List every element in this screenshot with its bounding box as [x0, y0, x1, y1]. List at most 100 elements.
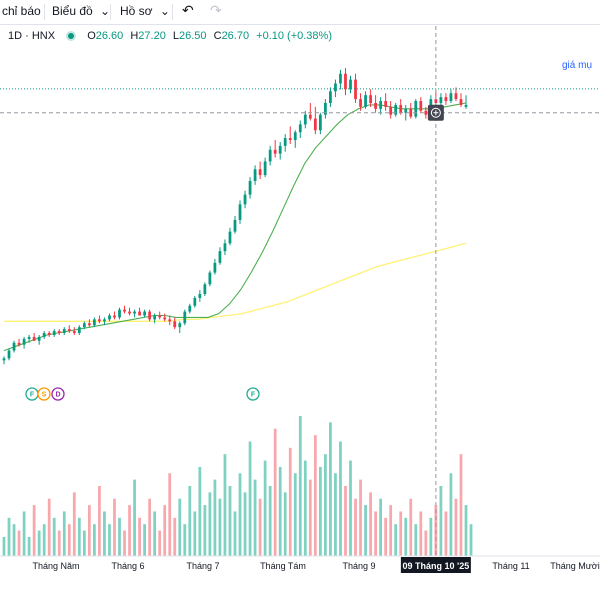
volume-bar — [72, 492, 76, 556]
top-toolbar: chỉ báo Biểu đồ ⌄ Hồ sơ ⌄ ↶ ↷ — [0, 0, 600, 25]
candle-body — [228, 231, 232, 244]
volume-bar — [379, 498, 383, 556]
chart-menu-button[interactable]: Biểu đồ ⌄ — [52, 4, 110, 18]
volume-bar — [318, 466, 322, 556]
volume-bar — [313, 435, 317, 556]
candle-body — [208, 272, 212, 285]
volume-bar — [399, 511, 403, 556]
event-letter: D — [55, 392, 60, 399]
event-marker: S — [37, 387, 51, 401]
candle-body — [349, 79, 352, 90]
candle-body — [389, 106, 393, 115]
candle-body — [52, 331, 56, 335]
volume-bar — [469, 524, 473, 556]
x-tick-label: Tháng 11 — [492, 561, 529, 571]
volume-bar — [374, 511, 377, 556]
symbol-interval[interactable]: 1D · HNX — [8, 30, 56, 42]
candle-body — [198, 294, 202, 298]
volume-bar — [409, 498, 413, 556]
toolbar-divider — [110, 4, 111, 20]
volume-bar — [228, 486, 232, 556]
candle-body — [324, 102, 327, 115]
candle-body — [153, 315, 157, 320]
volume-bar — [168, 473, 172, 556]
candle-body — [339, 73, 342, 84]
candle-body — [178, 323, 182, 328]
x-tick-label: Tháng Năm — [32, 561, 79, 571]
event-marker: F — [25, 387, 39, 401]
volume-bar — [339, 441, 342, 556]
volume-bar — [188, 486, 192, 556]
event-letter: F — [30, 392, 35, 399]
candle-body — [128, 311, 131, 314]
volume-bar — [429, 517, 433, 556]
volume-bar — [268, 486, 272, 556]
profile-menu-button[interactable]: Hồ sơ ⌄ — [120, 4, 170, 18]
candle-body — [108, 315, 111, 320]
volume-bar — [283, 492, 287, 556]
volume-bar — [308, 479, 312, 556]
candle-body — [464, 104, 468, 107]
undo-icon[interactable]: ↶ — [182, 2, 194, 18]
candle-body — [394, 104, 398, 115]
chart-menu-label: Biểu đồ — [52, 4, 93, 18]
toolbar-divider — [44, 4, 45, 20]
volume-bar — [253, 479, 257, 556]
volume-bar — [303, 460, 307, 556]
candle-body — [193, 297, 197, 306]
candle-body — [439, 97, 443, 103]
volume-bar — [414, 524, 418, 556]
low-key: L — [172, 30, 180, 42]
volume-bar — [384, 517, 388, 556]
candle-body — [163, 317, 167, 320]
candle-body — [223, 243, 227, 252]
candle-body — [253, 169, 257, 181]
volume-bar — [293, 473, 297, 556]
volume-bar — [389, 505, 393, 556]
volume-bar — [42, 524, 46, 556]
volume-bar — [298, 416, 302, 556]
chevron-down-icon: ⌄ — [100, 4, 111, 18]
indicators-button[interactable]: chỉ báo — [2, 4, 41, 18]
volume-bar — [258, 498, 262, 556]
candle-body — [268, 149, 272, 162]
candle-body — [424, 110, 428, 115]
candle-body — [419, 101, 423, 111]
candle-body — [404, 108, 408, 113]
volume-bar — [47, 498, 51, 556]
volume-bar — [7, 517, 11, 556]
candle-body — [203, 284, 207, 295]
volume-bar — [62, 511, 66, 556]
candle-body — [369, 95, 372, 103]
high-key: H — [130, 30, 139, 42]
candle-body — [293, 132, 297, 141]
candle-body — [98, 319, 101, 322]
volume-bar — [148, 498, 152, 556]
candle-body — [313, 118, 317, 131]
chart-overlay — [0, 26, 600, 556]
high-value: 27.20 — [138, 30, 166, 42]
candle-body — [278, 145, 282, 154]
x-tick-label: Tháng Mười — [550, 561, 599, 571]
volume-bar — [454, 498, 458, 556]
price-label[interactable]: giá mụ — [561, 60, 592, 71]
volume-bar — [263, 460, 267, 556]
candle-body — [364, 95, 367, 107]
candles — [2, 67, 468, 365]
candle-body — [12, 342, 16, 351]
redo-icon[interactable]: ↷ — [210, 2, 222, 18]
x-tick-label: Tháng 7 — [186, 561, 219, 571]
volume-bar — [464, 505, 468, 556]
event-marker: F — [246, 387, 260, 401]
close-key: C — [213, 30, 222, 42]
candle-body — [308, 114, 312, 119]
candle-body — [17, 342, 21, 345]
candle-body — [103, 319, 106, 322]
volume-bar — [218, 498, 222, 556]
volume-bar — [404, 517, 408, 556]
candle-body — [37, 336, 41, 341]
candle-body — [22, 338, 26, 345]
volume-bar — [354, 498, 357, 556]
